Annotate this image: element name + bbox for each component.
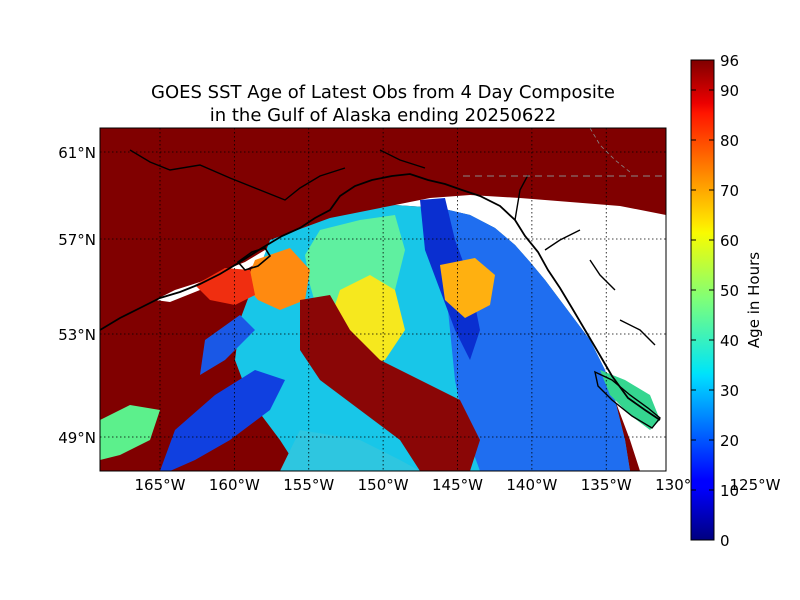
coastline-alaska [100,173,661,421]
lat-tick-label: 53°N [58,326,96,344]
title-line-1: GOES SST Age of Latest Obs from 4 Day Co… [151,82,615,103]
coastline-inland [129,149,656,346]
swath-maroon-band [300,295,480,471]
swath-green-southwest [100,405,160,460]
lon-tick-label: 140°W [506,476,557,494]
swath-blue-streak [200,315,255,375]
colorbar-tick-label: 60 [720,232,739,250]
map-panel [100,128,666,471]
coastline-kodiak [236,247,272,271]
colorbar: 0 10 20 30 40 50 60 70 80 90 96 Age in Hours [690,52,763,550]
colorbar-tick-label: 96 [720,52,739,70]
swath-cyan-south [280,430,420,471]
lon-tick-label: 155°W [283,476,334,494]
lon-tick-label: 160°W [209,476,260,494]
swath-blue-southwest [160,370,285,471]
colorbar-tick-label: 50 [720,282,739,300]
colorbar-tick-label: 20 [720,432,739,450]
lat-tick-label: 61°N [58,144,96,162]
coastline-vancouver-island [594,370,661,429]
lon-tick-label: 165°W [135,476,186,494]
swath-orange-mid [440,258,495,318]
lat-tick-label: 57°N [58,231,96,249]
colorbar-ticks: 0 10 20 30 40 50 60 70 80 90 96 [691,52,739,550]
border-segment [589,128,631,173]
land-region-canada [395,195,666,471]
longitude-labels: 165°W 160°W 155°W 150°W 145°W 140°W 135°W 130°W… [135,476,781,494]
colorbar-tick-label: 90 [720,82,739,100]
title-line-2: in the Gulf of Alaska ending 20250622 [210,105,557,126]
swath-red-west [195,268,255,305]
graticule [100,128,666,471]
colorbar-tick-label: 30 [720,382,739,400]
map-frame [99,127,667,472]
colorbar-tick-label: 70 [720,182,739,200]
land-region-alaska-peninsula [155,242,280,302]
colorbar-tick-label: 0 [720,532,730,550]
lon-tick-label: 145°W [432,476,483,494]
colorbar-tick-label: 10 [720,482,739,500]
colorbar-gradient [690,59,715,541]
lat-tick-label: 49°N [58,429,96,447]
lon-tick-label: 150°W [358,476,409,494]
colorbar-tick-label: 80 [720,132,739,150]
latitude-labels: 61°N 57°N 53°N 49°N [58,144,96,447]
colorbar-label: Age in Hours [745,252,763,348]
lon-tick-label: 125°W [730,476,781,494]
lon-tick-label: 135°W [581,476,632,494]
colorbar-tick-label: 40 [720,332,739,350]
